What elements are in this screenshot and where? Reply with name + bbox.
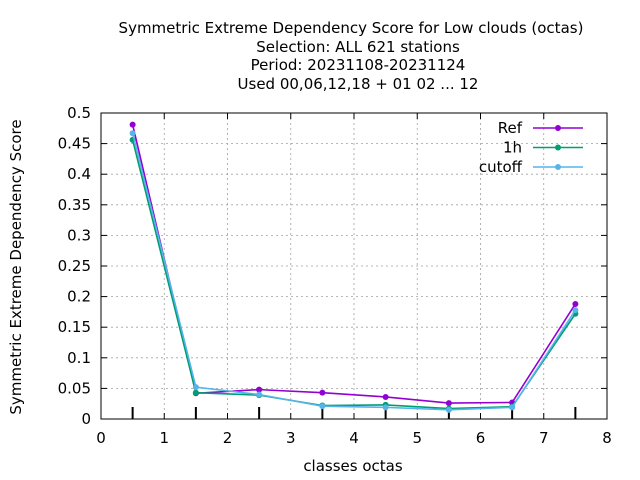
x-axis-label: classes octas xyxy=(303,457,403,475)
y-tick-label: 0.4 xyxy=(67,165,91,183)
data-point-Ref xyxy=(445,400,452,407)
x-tick-label: 3 xyxy=(286,429,296,447)
series-line-cutoff xyxy=(131,133,577,411)
x-tick-label: 4 xyxy=(349,429,359,447)
x-tick-label: 1 xyxy=(159,429,169,447)
x-tick-label: 5 xyxy=(412,429,422,447)
x-tick-label: 2 xyxy=(223,429,233,447)
chart-subtitle-used: Used 00,06,12,18 + 01 02 ... 12 xyxy=(238,75,479,93)
y-tick-label: 0.25 xyxy=(58,257,91,275)
data-point-1h xyxy=(192,389,199,396)
legend-label: 1h xyxy=(503,139,522,157)
data-point-cutoff xyxy=(382,404,389,411)
x-tick-label: 8 xyxy=(602,429,612,447)
data-point-Ref xyxy=(572,300,579,307)
y-tick-label: 0.1 xyxy=(67,349,91,367)
y-tick-label: 0 xyxy=(81,410,91,428)
plot-frame xyxy=(100,112,608,420)
data-point-Ref xyxy=(256,386,263,393)
y-tick-label: 0.05 xyxy=(58,379,91,397)
data-point-cutoff xyxy=(129,130,136,137)
legend-label: Ref xyxy=(498,119,523,137)
chart-subtitle-selection: Selection: ALL 621 stations xyxy=(256,38,460,56)
legend-label: cutoff xyxy=(479,158,523,176)
data-point-cutoff xyxy=(319,403,326,410)
legend-marker-1h xyxy=(555,144,561,151)
y-axis-label: Symmetric Extreme Dependency Score xyxy=(7,119,25,414)
y-tick-label: 0.45 xyxy=(58,135,91,153)
y-tick-label: 0.5 xyxy=(67,104,91,122)
data-point-Ref xyxy=(129,121,136,128)
legend-marker-cutoff xyxy=(555,164,561,170)
x-tick-label: 6 xyxy=(476,429,486,447)
chart-title-line: Symmetric Extreme Dependency Score for L… xyxy=(119,19,584,37)
chart-subtitle-period: Period: 20231108-20231124 xyxy=(251,56,466,74)
data-point-Ref xyxy=(319,389,326,396)
y-tick-label: 0.15 xyxy=(58,318,91,336)
data-point-cutoff xyxy=(445,406,452,413)
legend-marker-Ref xyxy=(555,125,561,131)
axis-ticks: 0 1 2 3 4 5 6 7 8 0 0.05 0.1 0.15 0.2 0.25 0.3 0.35 0.4 0.… xyxy=(58,104,612,447)
chart-title: Symmetric Extreme Dependency Score for L… xyxy=(119,19,584,93)
x-tick-label: 7 xyxy=(539,429,549,447)
y-tick-label: 0.3 xyxy=(67,226,91,244)
data-point-cutoff xyxy=(572,307,579,314)
x-tick-label: 0 xyxy=(96,429,106,447)
data-point-cutoff xyxy=(192,384,199,391)
series-lines xyxy=(129,121,579,413)
data-point-Ref xyxy=(382,393,389,400)
data-point-cutoff xyxy=(509,404,516,411)
data-point-cutoff xyxy=(256,391,263,398)
grid xyxy=(101,113,607,419)
y-tick-label: 0.2 xyxy=(67,288,91,306)
y-tick-label: 0.35 xyxy=(58,196,91,214)
